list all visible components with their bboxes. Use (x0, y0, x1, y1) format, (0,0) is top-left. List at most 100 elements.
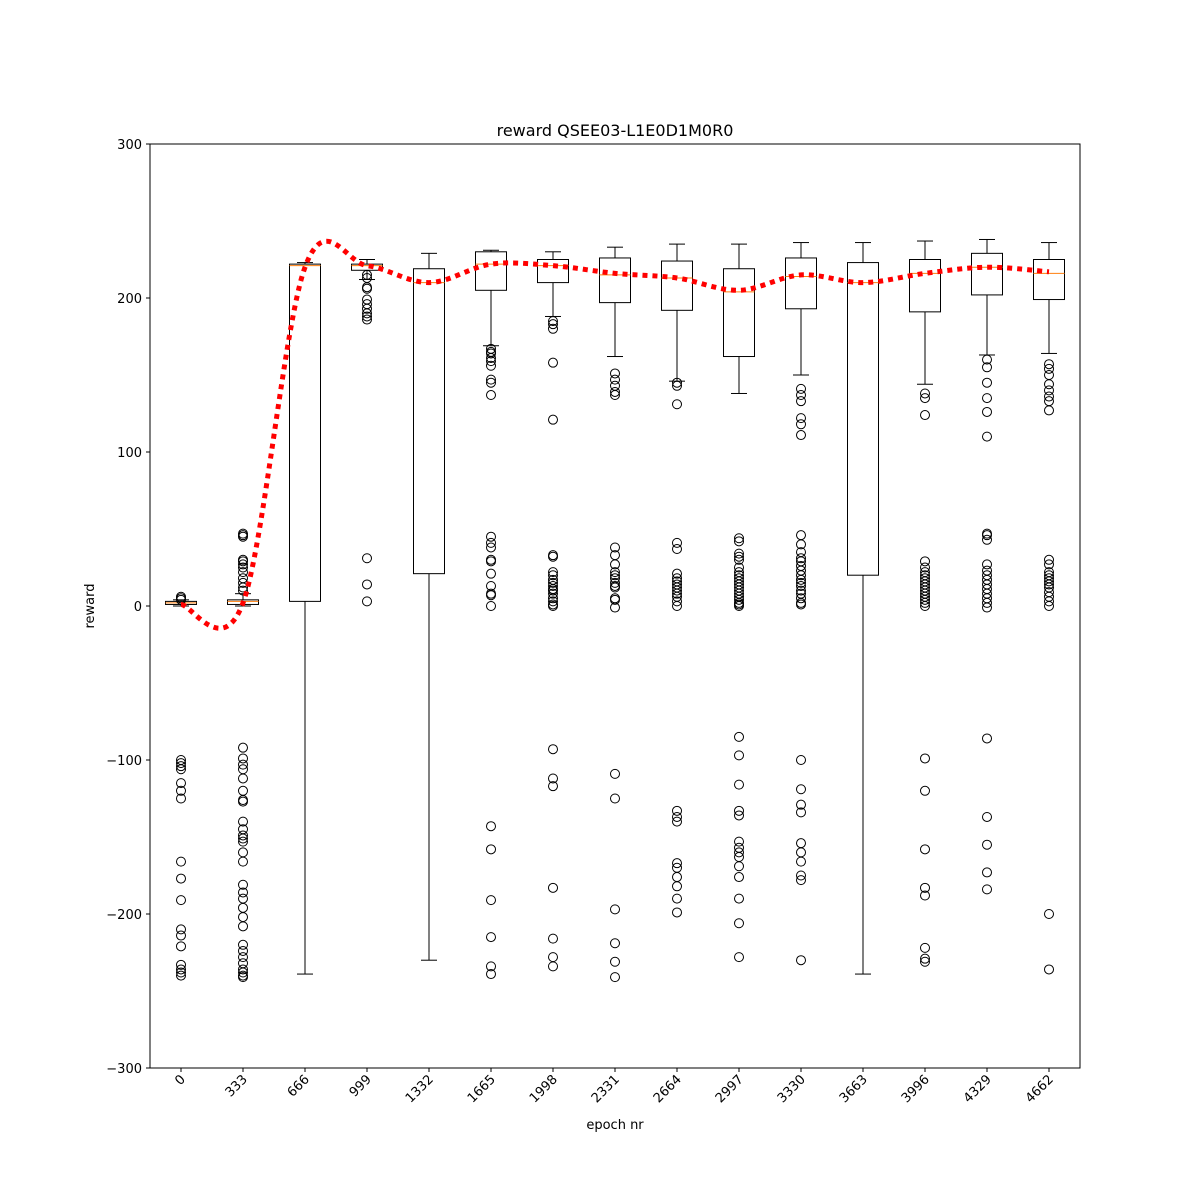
outlier-point (176, 924, 186, 935)
outlier-point (672, 537, 682, 548)
outlier-point (486, 390, 496, 401)
outlier-point (238, 816, 248, 827)
y-tick-label: 0 (134, 600, 142, 615)
outlier-point (238, 836, 248, 847)
outlier-point (486, 844, 496, 855)
outlier-point (486, 542, 496, 553)
outlier-point (1044, 554, 1054, 565)
outlier-point (238, 796, 248, 807)
outlier-point (238, 972, 248, 983)
outlier-point (734, 554, 744, 565)
outlier-point (548, 588, 558, 599)
outlier-point (548, 570, 558, 581)
box (661, 260, 693, 311)
outlier-point (796, 875, 806, 886)
y-tick-label: −200 (106, 908, 142, 923)
outlier-point (796, 593, 806, 604)
outlier-point (610, 593, 620, 604)
outlier-point (238, 964, 248, 975)
outlier-point (672, 811, 682, 822)
outlier-point (238, 753, 248, 764)
outlier-point (982, 362, 992, 373)
outlier-point (548, 323, 558, 334)
outlier-point (176, 856, 186, 867)
outlier-point (672, 816, 682, 827)
outlier-point (548, 414, 558, 425)
outlier-point (796, 955, 806, 966)
outlier-point (672, 377, 682, 388)
outlier-point (486, 360, 496, 371)
outlier-point (1044, 359, 1054, 370)
outlier-point (238, 562, 248, 573)
outlier-point (362, 311, 372, 322)
outlier-point (672, 596, 682, 607)
box-group-2997 (723, 243, 755, 963)
outlier-point (982, 431, 992, 442)
outlier-point (610, 573, 620, 584)
outlier-point (362, 553, 372, 564)
outlier-point (548, 781, 558, 792)
outlier-point (610, 577, 620, 588)
outlier-point (920, 556, 930, 567)
outlier-point (610, 768, 620, 779)
outlier-point (610, 386, 620, 397)
outlier-point (796, 383, 806, 394)
outlier-point (238, 879, 248, 890)
outlier-point (548, 316, 558, 327)
outlier-point (734, 805, 744, 816)
outlier-point (920, 573, 930, 584)
outlier-point (610, 368, 620, 379)
outlier-point (238, 554, 248, 565)
outlier-point (982, 565, 992, 576)
outlier-point (610, 956, 620, 967)
box (599, 257, 631, 304)
outlier-point (672, 881, 682, 892)
outlier-point (672, 579, 682, 590)
outlier-point (920, 882, 930, 893)
outlier-point (734, 573, 744, 584)
outlier-point (920, 562, 930, 573)
outlier-point (734, 562, 744, 573)
outlier-point (672, 858, 682, 869)
outlier-point (672, 805, 682, 816)
outlier-point (982, 528, 992, 539)
outlier-point (176, 959, 186, 970)
y-tick-label: 300 (117, 138, 142, 153)
box-group-999 (351, 259, 383, 607)
chart-title: reward QSEE03-L1E0D1M0R0 (497, 121, 734, 140)
outlier-point (920, 410, 930, 421)
outlier-point (672, 907, 682, 918)
outlier-point (548, 577, 558, 588)
outlier-point (796, 430, 806, 441)
outlier-point (176, 761, 186, 772)
outlier-point (796, 585, 806, 596)
outlier-point (1044, 573, 1054, 584)
outlier-point (1044, 391, 1054, 402)
outlier-point (796, 396, 806, 407)
outlier-point (734, 836, 744, 847)
outlier-point (796, 870, 806, 881)
outlier-point (796, 784, 806, 795)
outlier-point (238, 921, 248, 932)
outlier-point (982, 354, 992, 365)
outlier-point (486, 588, 496, 599)
box (537, 259, 569, 284)
outlier-point (672, 893, 682, 904)
outlier-point (796, 547, 806, 558)
y-tick-label: 200 (117, 292, 142, 307)
outlier-point (176, 895, 186, 906)
outlier-point (548, 773, 558, 784)
outlier-point (238, 773, 248, 784)
outlier-point (920, 567, 930, 578)
outlier-point (176, 591, 186, 602)
outlier-point (238, 567, 248, 578)
outlier-point (982, 377, 992, 388)
outlier-point (486, 554, 496, 565)
outlier-point (362, 294, 372, 305)
outlier-point (672, 568, 682, 579)
outlier-point (734, 567, 744, 578)
outlier-point (362, 314, 372, 325)
outlier-point (1044, 587, 1054, 598)
outlier-point (734, 533, 744, 544)
